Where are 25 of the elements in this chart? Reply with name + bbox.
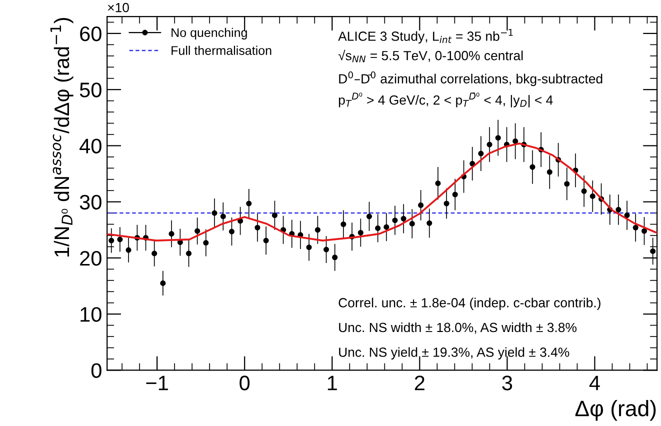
y-tick-label: 60 [80,26,102,42]
annotation: D$^{0}$–D̄$^{0}$ azimuthal correlations, bkg-subtracted [339,71,602,86]
text: p$_{T}$$^{D⁰}$ > 4 GeV/c, 2 < p$_{T}$$^{D̄⁰}$ < 4, |y$_{D}$| < 4 [338,92,553,108]
y-tick-label: 10 [80,307,102,322]
annotation: Correl. unc. ± 1.8e-04 (indep. c-cbar contrib.) [338,298,600,310]
y-tick-label: 0 [91,363,102,378]
y-axis-title: 1/N$_{D⁰}$ dN$^{assoc}$/dΔφ (rad$^{−1}$) [50,18,74,256]
y-tick-label: 40 [80,138,102,154]
x-tick-label: 1 [328,376,337,390]
legend-label: Full thermalisation [172,46,272,55]
annotation: ALICE 3 Study, L$_{int}$ = 35 nb$^{−1}$ [338,28,513,44]
x-tick-label: 2 [414,376,424,390]
x-tick-label: −1 [146,376,168,390]
legend-label: No quenching [172,28,247,40]
x-tick-label: 3 [502,376,512,390]
x-tick-label: 0 [240,376,250,390]
y-tick-label: 20 [80,250,102,266]
x-tick-label: 4 [589,376,600,390]
text: ×10 [108,2,129,12]
y-tick-label: 30 [80,194,102,210]
y-tick-label: 50 [80,82,102,98]
annotation: Unc. NS yield ± 19.3%, AS yield ± 3.4% [339,347,570,360]
x-axis-title: Δφ (rad) [575,400,656,421]
annotation: Unc. NS width ± 18.0%, AS width ± 3.8% [339,322,576,334]
annotation: √s$_{NN}$ = 5.5 TeV, 0-100% central [338,50,523,62]
